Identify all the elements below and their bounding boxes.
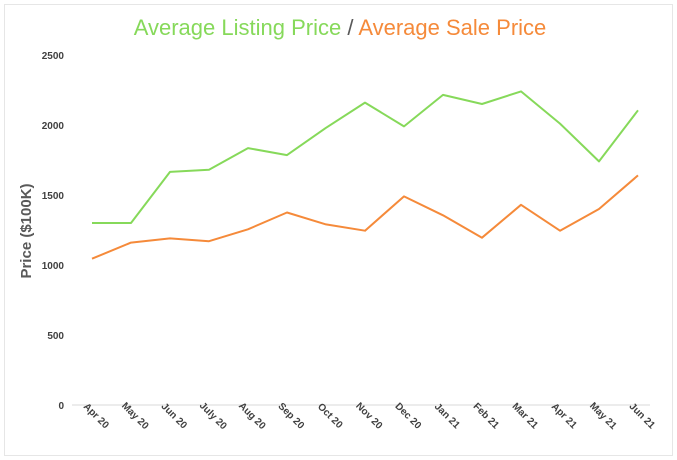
y-tick-label: 0 (58, 401, 64, 412)
chart-title: Average Listing Price / Average Sale Pri… (134, 15, 547, 40)
y-tick-label: 2000 (42, 121, 65, 132)
listing-price-line (92, 90, 639, 224)
title-separator: / (341, 15, 358, 40)
x-tick-label: Mar 21 (510, 401, 540, 431)
y-tick-label: 1000 (42, 261, 65, 272)
x-tick-label: Apr 20 (81, 401, 111, 431)
y-axis-label: Price ($100K) (18, 183, 35, 278)
x-tick-label: Jun 20 (159, 401, 189, 431)
x-tick-label: Oct 20 (315, 402, 345, 432)
x-tick-label: Jun 21 (627, 401, 657, 431)
y-tick-labels: 0 500 1000 1500 2000 2500 (42, 51, 65, 412)
y-tick-label: 500 (47, 331, 64, 342)
x-tick-label: Jan 21 (432, 401, 462, 431)
sale-price-line (91, 174, 639, 260)
series-lines (91, 90, 639, 260)
x-tick-label: Apr 21 (549, 401, 579, 431)
x-tick-label: Feb 21 (471, 401, 501, 431)
x-tick-label: Dec 20 (392, 401, 423, 432)
y-tick-label: 1500 (42, 191, 65, 202)
title-listing-part: Average Listing Price (134, 15, 342, 40)
x-tick-label: Sep 20 (275, 401, 306, 432)
y-tick-label: 2500 (42, 51, 65, 62)
title-sale-part: Average Sale Price (358, 15, 546, 40)
